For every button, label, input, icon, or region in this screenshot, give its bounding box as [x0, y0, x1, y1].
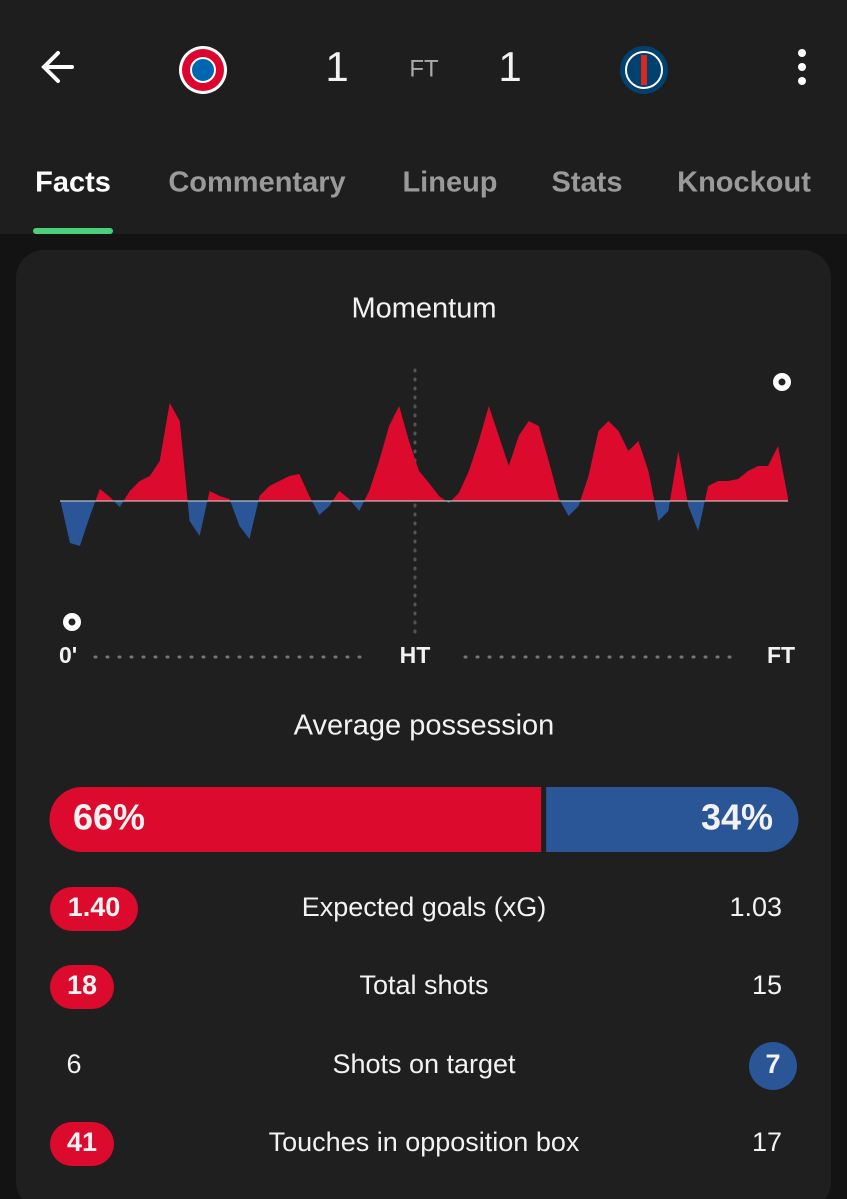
stat-label: Expected goals (xG): [302, 892, 547, 922]
stat-pill: [50, 887, 138, 931]
tab-indicator: [33, 228, 113, 234]
stat-pill: [50, 1122, 114, 1166]
menu-button[interactable]: [798, 49, 806, 85]
section-title: Momentum: [351, 293, 496, 325]
goal-icon: [63, 613, 81, 631]
away-stat: 1.03: [729, 892, 782, 922]
away-score: 1: [498, 43, 521, 90]
stat-label: Touches in opposition box: [269, 1127, 580, 1157]
home-stat: 1.40: [68, 892, 121, 922]
tab[interactable]: Knockout: [677, 167, 811, 199]
possession-label: 66%: [73, 797, 145, 838]
tab[interactable]: Facts: [35, 167, 111, 199]
section-title: Average possession: [294, 710, 555, 742]
goal-icon: [773, 373, 791, 391]
possession-bar-home: [49, 787, 542, 852]
away-stat: 7: [765, 1049, 780, 1079]
match-status: FT: [409, 55, 439, 82]
back-button[interactable]: [41, 51, 74, 83]
home-stat: 41: [67, 1127, 97, 1157]
timeline-label: HT: [400, 642, 431, 668]
stat-pill: [749, 1042, 797, 1090]
stat-label: Shots on target: [332, 1049, 516, 1079]
home-score: 1: [325, 43, 348, 90]
timeline-label: FT: [767, 642, 795, 668]
tab[interactable]: Commentary: [168, 167, 345, 199]
away-stat: 17: [752, 1127, 782, 1157]
possession-label: 34%: [701, 797, 773, 838]
timeline-label: 0': [59, 642, 77, 668]
tab[interactable]: Stats: [552, 167, 623, 199]
away-logo[interactable]: [620, 46, 668, 94]
tab[interactable]: Lineup: [402, 167, 497, 199]
momentum-area: [60, 403, 788, 546]
top-bar: [0, 0, 847, 234]
possession-bar-away: [546, 787, 799, 852]
home-logo[interactable]: [179, 46, 227, 94]
stat-pill: [50, 965, 114, 1009]
stat-label: Total shots: [359, 970, 488, 1000]
away-stat: 15: [752, 970, 782, 1000]
home-stat: 18: [67, 970, 97, 1000]
home-stat: 6: [66, 1049, 81, 1079]
